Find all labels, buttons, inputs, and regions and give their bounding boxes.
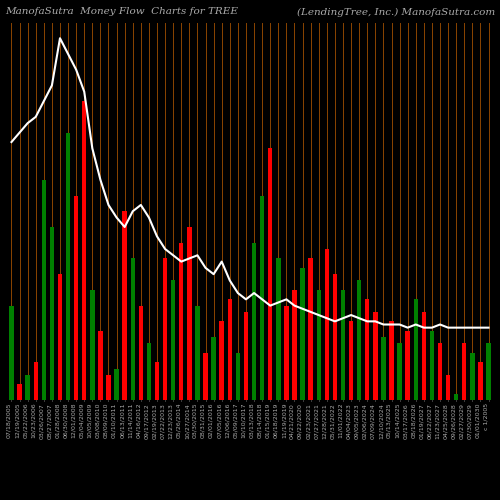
Bar <box>138 306 143 400</box>
Bar <box>381 337 386 400</box>
Bar <box>74 196 78 400</box>
Bar <box>122 211 127 400</box>
Bar <box>179 242 184 400</box>
Bar <box>292 290 296 400</box>
Bar <box>187 227 192 400</box>
Bar <box>341 290 345 400</box>
Bar <box>390 322 394 400</box>
Bar <box>430 331 434 400</box>
Bar <box>268 148 272 400</box>
Bar <box>195 306 200 400</box>
Bar <box>422 312 426 400</box>
Bar <box>414 300 418 400</box>
Bar <box>349 322 354 400</box>
Bar <box>470 353 474 400</box>
Bar <box>66 132 70 400</box>
Bar <box>406 331 410 400</box>
Bar <box>26 375 30 400</box>
Bar <box>324 249 329 400</box>
Bar <box>114 368 119 400</box>
Bar <box>486 344 491 400</box>
Bar <box>130 258 135 400</box>
Bar <box>462 344 466 400</box>
Bar <box>204 353 208 400</box>
Bar <box>308 258 313 400</box>
Bar <box>260 196 264 400</box>
Bar <box>171 280 175 400</box>
Bar <box>244 312 248 400</box>
Bar <box>438 344 442 400</box>
Bar <box>478 362 482 400</box>
Bar <box>252 242 256 400</box>
Bar <box>155 362 159 400</box>
Bar <box>18 384 22 400</box>
Bar <box>373 312 378 400</box>
Bar <box>9 306 14 400</box>
Text: ManofaSutra  Money Flow  Charts for TREE: ManofaSutra Money Flow Charts for TREE <box>5 8 238 16</box>
Bar <box>50 227 54 400</box>
Bar <box>106 375 110 400</box>
Bar <box>90 290 94 400</box>
Bar <box>365 300 370 400</box>
Bar <box>98 331 102 400</box>
Bar <box>316 290 321 400</box>
Bar <box>300 268 305 400</box>
Bar <box>58 274 62 400</box>
Bar <box>228 300 232 400</box>
Bar <box>220 322 224 400</box>
Bar <box>212 337 216 400</box>
Bar <box>332 274 337 400</box>
Bar <box>276 258 280 400</box>
Bar <box>454 394 458 400</box>
Bar <box>357 280 362 400</box>
Bar <box>146 344 151 400</box>
Bar <box>34 362 38 400</box>
Text: (LendingTree, Inc.) ManofaSutra.com: (LendingTree, Inc.) ManofaSutra.com <box>297 8 495 16</box>
Bar <box>446 375 450 400</box>
Bar <box>42 180 46 400</box>
Bar <box>398 344 402 400</box>
Bar <box>284 306 288 400</box>
Bar <box>236 353 240 400</box>
Bar <box>82 101 86 400</box>
Bar <box>163 258 168 400</box>
